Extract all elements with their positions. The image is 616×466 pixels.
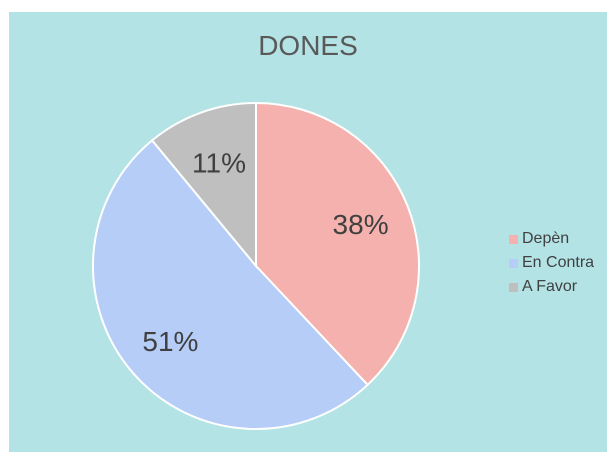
legend-item-en-contra: En Contra <box>509 251 594 275</box>
chart-area: DONES 38% 51% 11% Depèn En Contra A Favor <box>9 12 607 452</box>
pie-slice-depen <box>255 101 420 387</box>
chart-title: DONES <box>258 30 358 61</box>
legend: Depèn En Contra A Favor <box>509 227 594 299</box>
legend-swatch-depen <box>509 234 518 244</box>
pie-slice-a-favor <box>150 101 257 269</box>
data-label-depen: 38% <box>333 209 389 240</box>
pie-slice-en-contra <box>92 138 369 430</box>
pie-chart: 38% 51% 11% <box>92 101 420 430</box>
legend-label-a-favor: A Favor <box>522 278 578 295</box>
legend-item-depen: Depèn <box>509 227 594 251</box>
data-label-en-contra: 51% <box>142 326 198 357</box>
data-label-a-favor: 11% <box>192 148 246 179</box>
legend-swatch-a-favor <box>509 282 518 292</box>
legend-swatch-en-contra <box>509 258 518 268</box>
legend-item-a-favor: A Favor <box>509 275 594 299</box>
legend-label-en-contra: En Contra <box>522 254 595 271</box>
legend-label-depen: Depèn <box>522 230 570 247</box>
